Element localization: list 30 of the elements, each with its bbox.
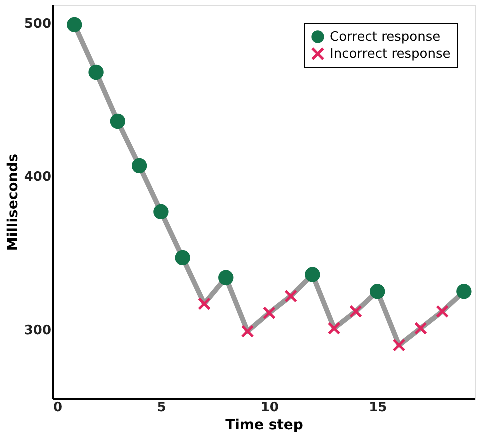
x-tick-label: 0 [54,400,63,416]
point [110,114,126,130]
y-tick-label: 500 [24,16,52,32]
point [305,267,320,282]
x-tick-label: 10 [260,400,279,416]
point [456,284,472,300]
x-tick-label: 5 [157,400,166,416]
point [370,284,386,300]
legend-label: Correct response [330,30,441,45]
point [393,339,406,352]
y-tick-label: 300 [24,324,52,339]
point [328,322,340,335]
point [263,307,276,320]
point [198,298,211,310]
point [284,290,298,302]
point [436,305,449,318]
point [414,322,428,335]
point [242,325,254,338]
point [218,270,234,286]
y-tick-label: 400 [24,170,52,186]
x-axis-title: Time step [226,418,304,434]
legend-label: Incorrect response [330,47,451,62]
point [132,158,148,174]
point [175,250,190,266]
y-axis-title: Milliseconds [5,154,22,252]
point [350,305,362,318]
x-tick-label: 15 [369,400,388,416]
point [67,17,82,32]
point [88,64,104,80]
point [154,204,169,220]
